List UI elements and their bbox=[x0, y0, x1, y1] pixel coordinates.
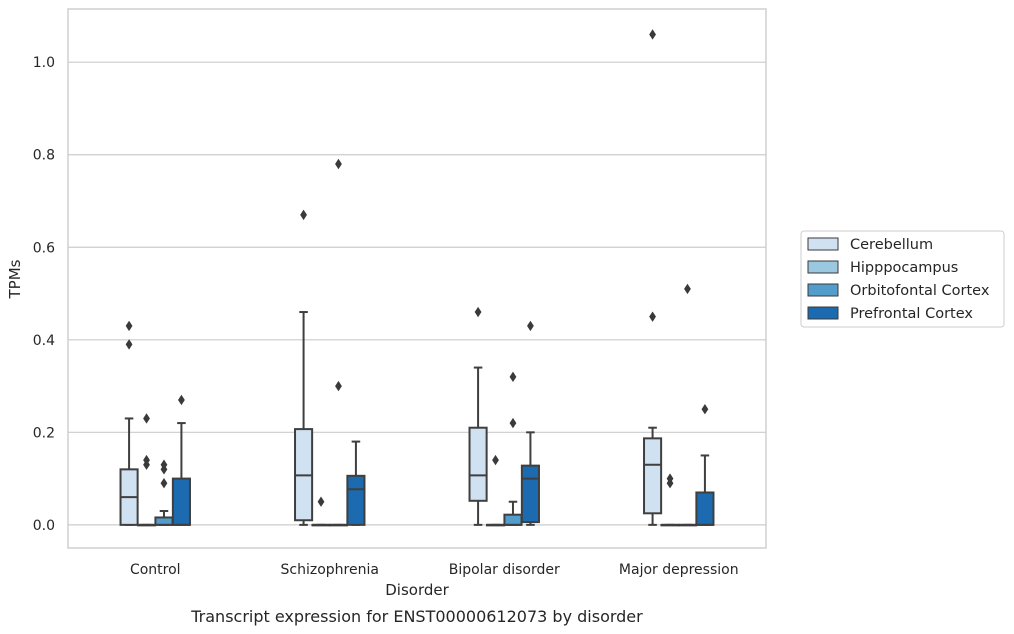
legend-label: Prefrontal Cortex bbox=[850, 306, 973, 322]
y-tick-label: 0.2 bbox=[33, 425, 55, 441]
outlier-point bbox=[178, 394, 185, 406]
outlier-point bbox=[666, 473, 674, 484]
box-group bbox=[154, 459, 174, 526]
legend-swatch bbox=[807, 260, 839, 274]
x-tick-label: Major depression bbox=[619, 562, 739, 578]
box bbox=[503, 513, 523, 526]
outlier-point bbox=[143, 454, 150, 466]
y-tick-label: 0.0 bbox=[33, 518, 55, 534]
legend-label: Hipppocampus bbox=[850, 260, 958, 276]
outlier-point bbox=[335, 380, 342, 392]
outlier-point bbox=[684, 283, 691, 295]
box bbox=[520, 464, 540, 524]
y-tick-label: 0.4 bbox=[33, 333, 55, 349]
legend-frame bbox=[800, 230, 1005, 328]
box bbox=[468, 426, 488, 502]
outlier-point bbox=[509, 417, 517, 429]
box bbox=[346, 474, 366, 526]
outlier-point bbox=[125, 320, 133, 332]
box-group bbox=[294, 209, 314, 526]
box-group bbox=[660, 473, 680, 527]
chart-caption: Transcript expression for ENST0000061207… bbox=[190, 607, 643, 626]
plot-frame bbox=[67, 8, 767, 549]
x-tick-label: Control bbox=[130, 562, 181, 578]
legend-swatch bbox=[807, 283, 839, 297]
outlier-point bbox=[509, 371, 517, 383]
box-group bbox=[468, 306, 488, 526]
outlier-point bbox=[474, 306, 482, 318]
box-group bbox=[503, 371, 523, 526]
outlier-point bbox=[527, 320, 534, 332]
x-axis-label: Disorder bbox=[385, 581, 449, 599]
box-group bbox=[311, 496, 331, 527]
outlier-point bbox=[649, 29, 656, 40]
y-tick-label: 0.8 bbox=[33, 148, 55, 164]
y-tick-label: 0.6 bbox=[33, 240, 55, 256]
x-tick-label: Schizophrenia bbox=[281, 562, 379, 578]
box-group bbox=[136, 413, 157, 527]
outlier-point bbox=[492, 454, 499, 466]
box bbox=[643, 437, 663, 515]
y-axis-label: TPMs bbox=[6, 259, 24, 299]
box-group bbox=[695, 404, 715, 526]
outlier-point bbox=[160, 478, 168, 489]
plot-area bbox=[119, 29, 715, 527]
box-group bbox=[485, 454, 506, 527]
outlier-point bbox=[649, 311, 656, 322]
y-axis-ticks: 0.0 0.2 0.4 0.6 0.8 1.0 bbox=[33, 55, 55, 534]
x-tick-label: Bipolar disorder bbox=[449, 562, 560, 578]
outlier-point bbox=[143, 413, 150, 424]
outlier-point bbox=[125, 339, 133, 350]
box-group bbox=[171, 394, 191, 526]
outlier-point bbox=[300, 209, 307, 221]
legend-label: Cerebellum bbox=[850, 237, 933, 253]
box bbox=[154, 516, 174, 526]
box bbox=[171, 477, 191, 526]
outlier-point bbox=[160, 459, 168, 470]
box-group bbox=[643, 29, 663, 526]
legend-label: Orbitofontal Cortex bbox=[850, 283, 990, 299]
outlier-point bbox=[335, 158, 342, 170]
legend: Cerebellum Hipppocampus Orbitofontal Corte… bbox=[800, 230, 1005, 328]
x-axis-ticks: Control Schizophrenia Bipolar disorder Majo… bbox=[130, 562, 739, 578]
box bbox=[695, 491, 715, 526]
box-group bbox=[346, 440, 366, 526]
y-tick-label: 1.0 bbox=[33, 55, 55, 71]
box-group bbox=[677, 283, 698, 527]
legend-swatch bbox=[807, 306, 839, 320]
box-group bbox=[119, 320, 139, 526]
box-group bbox=[328, 158, 349, 527]
outlier-point bbox=[701, 404, 709, 415]
box-group bbox=[520, 320, 540, 526]
outlier-point bbox=[317, 496, 325, 507]
legend-swatch bbox=[807, 237, 839, 251]
